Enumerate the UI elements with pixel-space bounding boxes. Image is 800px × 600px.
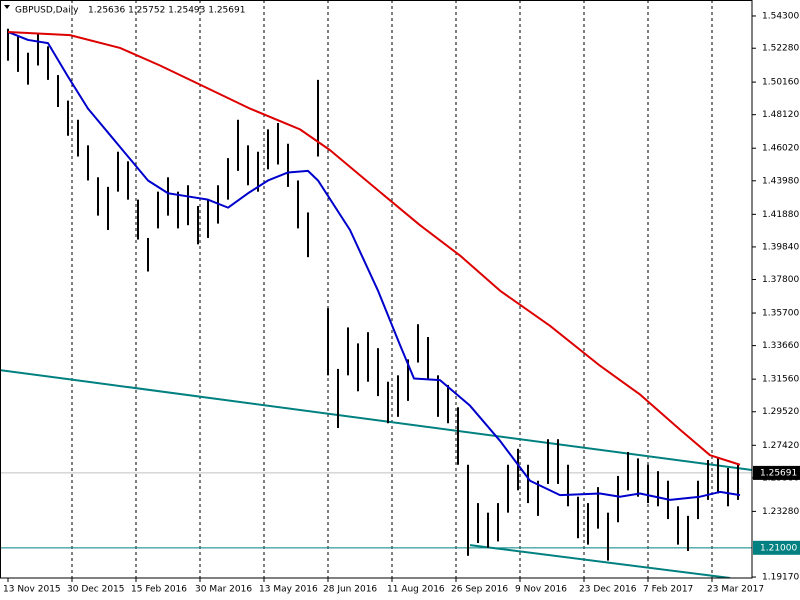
x-tick-label: 11 Aug 2016 (387, 585, 445, 595)
price-label-box (753, 540, 800, 555)
trend-line (469, 544, 731, 578)
x-tick-label: 30 Dec 2015 (67, 585, 125, 595)
y-tick-label: 1.35700 (762, 309, 799, 319)
plot-area (0, 0, 752, 578)
moving-average (7, 31, 741, 501)
price-label: 1.21000 (760, 543, 797, 553)
x-tick-label: 15 Feb 2016 (131, 585, 187, 595)
moving-average (7, 30, 741, 466)
x-tick-label: 7 Feb 2017 (643, 585, 693, 595)
x-tick-label: 23 Mar 2017 (707, 585, 764, 595)
price-label: 1.25691 (760, 468, 797, 478)
y-tick-label: 1.41880 (762, 210, 799, 220)
y-tick-label: 1.27420 (762, 441, 799, 451)
y-tick-label: 1.29520 (762, 407, 799, 417)
y-tick-label: 1.23280 (762, 507, 799, 517)
y-tick-label: 1.39840 (762, 242, 799, 252)
x-tick-label: 13 Nov 2015 (3, 585, 61, 595)
quote: 1.25636 1.25752 1.25493 1.25691 (88, 6, 245, 16)
x-tick-label: 26 Sep 2016 (451, 585, 508, 595)
y-tick-label: 1.33660 (762, 341, 799, 351)
menu-triangle[interactable] (4, 5, 10, 9)
y-tick-label: 1.46020 (762, 144, 799, 154)
x-tick-label: 30 Mar 2016 (195, 585, 252, 595)
y-tick-label: 1.19170 (762, 573, 799, 583)
x-tick-label: 28 Jun 2016 (323, 585, 377, 595)
x-tick-label: 23 Dec 2016 (579, 585, 637, 595)
y-tick-label: 1.37800 (762, 275, 799, 285)
x-tick-label: 13 May 2016 (259, 585, 318, 595)
y-tick-label: 1.52280 (762, 44, 799, 54)
price-label-box (753, 465, 800, 480)
y-tick-label: 1.50160 (762, 78, 799, 88)
plot-frame (0, 0, 753, 579)
y-tick-label: 1.54300 (762, 11, 799, 21)
y-tick-label: 1.43980 (762, 176, 799, 186)
chart-title: GBPUSD,Daily (15, 6, 79, 16)
y-tick-label: 1.31560 (762, 375, 799, 385)
x-tick-label: 9 Nov 2016 (515, 585, 567, 595)
trend-line (0, 369, 752, 472)
y-tick-label: 1.48120 (762, 110, 799, 120)
